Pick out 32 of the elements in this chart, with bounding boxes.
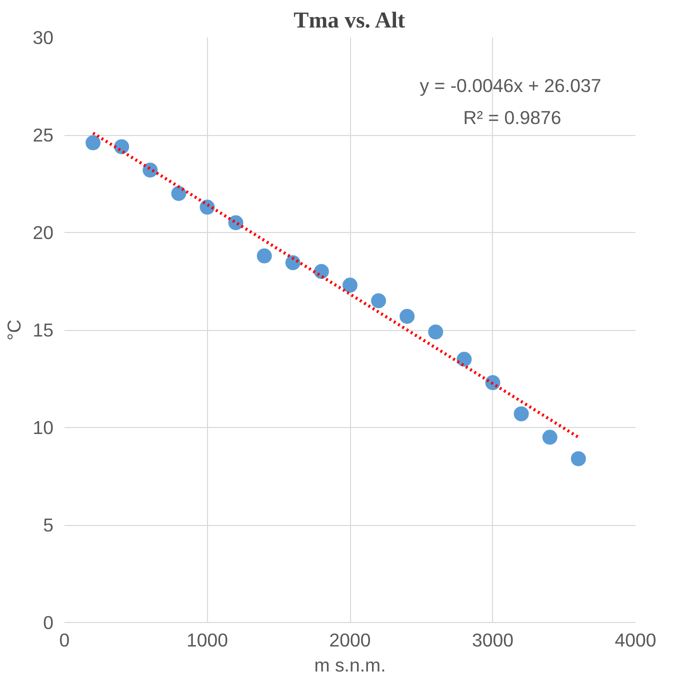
point bbox=[456, 352, 472, 367]
point bbox=[342, 278, 358, 293]
annotation: R² = 0.9876 bbox=[463, 107, 562, 128]
x-tick-label: 1000 bbox=[186, 630, 228, 650]
y-tick-label: 30 bbox=[32, 27, 54, 48]
point bbox=[171, 186, 186, 201]
point bbox=[86, 135, 101, 150]
x-tick-label: 3000 bbox=[472, 630, 514, 650]
x-tick-label: 0 bbox=[59, 630, 70, 650]
x-tick-label: 2000 bbox=[329, 630, 371, 650]
y-axis-title: °C bbox=[4, 320, 25, 340]
point bbox=[314, 264, 329, 279]
y-tick-label: 25 bbox=[32, 124, 54, 146]
point bbox=[371, 293, 386, 308]
point bbox=[428, 324, 444, 340]
y-tick-label: 10 bbox=[32, 417, 54, 438]
y-tick-label: 15 bbox=[32, 320, 54, 340]
point bbox=[228, 215, 244, 230]
y-tick-label: 20 bbox=[32, 222, 54, 243]
point bbox=[514, 406, 529, 422]
point bbox=[142, 162, 158, 178]
point bbox=[256, 248, 272, 264]
point bbox=[400, 308, 415, 324]
annotation: y = -0.0046x + 26.037 bbox=[420, 75, 602, 96]
x-tick-label: 4000 bbox=[614, 630, 656, 650]
y-tick-label: 5 bbox=[43, 514, 54, 536]
point bbox=[542, 430, 558, 445]
point bbox=[285, 255, 300, 270]
y-tick-label: 0 bbox=[43, 612, 54, 633]
point bbox=[570, 451, 586, 466]
x-axis-title: m s.n.m. bbox=[314, 654, 386, 676]
chart-title: Tma vs. Alt bbox=[294, 8, 406, 32]
